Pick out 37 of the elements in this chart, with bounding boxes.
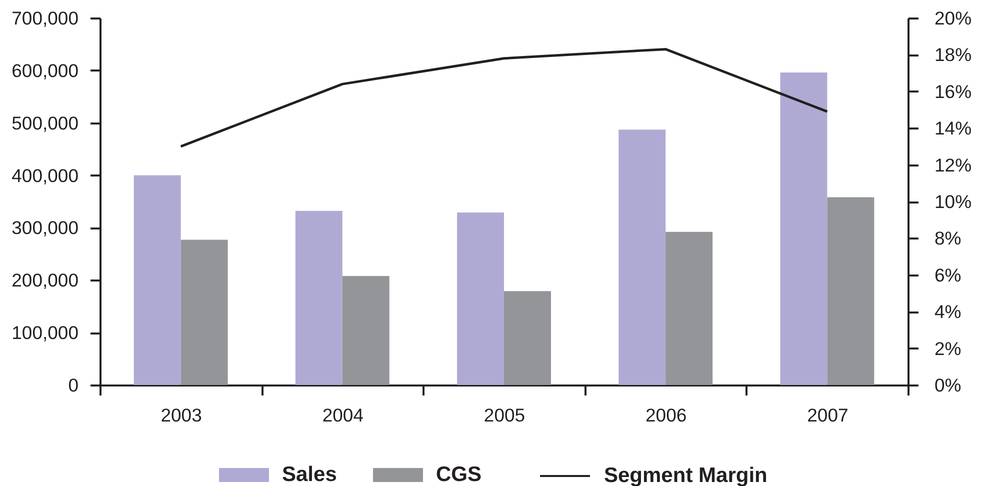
y2-tick-label: 18% [934,44,972,66]
x-tick-label: 2003 [160,404,202,426]
bar [180,240,228,385]
y-tick-label: 300,000 [12,217,78,238]
y2-tick-label: 4% [934,301,962,322]
y-tick-label: 600,000 [12,60,78,81]
y-tick-label: 400,000 [12,164,78,186]
bar [342,276,390,385]
legend-label: CGS [436,463,482,486]
y2-tick-label: 10% [934,191,972,212]
y-tick-label: 200,000 [12,270,78,291]
y-tick-label: 0 [68,374,78,396]
bar [827,197,874,385]
x-tick-label: 2006 [646,404,687,426]
y-tick-label: 100,000 [12,322,78,344]
bar [666,232,713,385]
legend-label: Sales [282,463,337,486]
bar [134,175,181,385]
bar [295,210,342,385]
bar [504,291,551,385]
y-tick-label: 500,000 [12,112,78,134]
y2-tick-label: 12% [934,154,972,176]
y2-tick-label: 16% [934,80,972,102]
y2-tick-label: 14% [934,118,972,139]
x-tick-label: 2007 [807,404,848,426]
bar [457,212,504,385]
bar [618,130,666,385]
y2-tick-label: 8% [934,228,962,249]
y2-tick-label: 6% [934,264,962,286]
y2-tick-label: 0% [934,374,962,396]
x-tick-label: 2005 [484,404,526,426]
bar [780,72,828,385]
y-tick-label: 700,000 [12,8,78,28]
y2-tick-label: 20% [934,8,972,28]
x-tick-label: 2004 [322,404,364,426]
line-series [180,48,828,148]
y2-tick-label: 2% [934,338,962,359]
